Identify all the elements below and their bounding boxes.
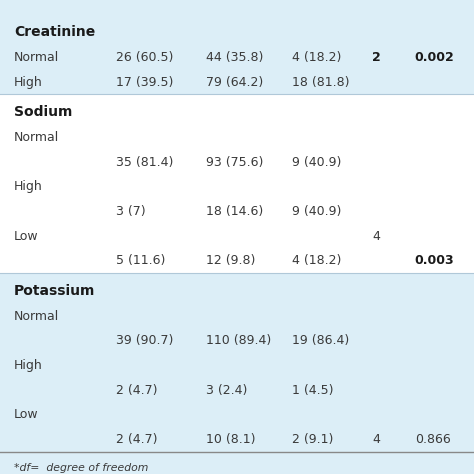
Text: 4: 4 [372, 433, 380, 446]
Text: 12 (9.8): 12 (9.8) [206, 254, 255, 267]
Text: High: High [14, 359, 43, 372]
Text: 2: 2 [372, 51, 381, 64]
Text: 9 (40.9): 9 (40.9) [292, 155, 341, 169]
Text: 2 (4.7): 2 (4.7) [116, 433, 158, 446]
Text: 18 (14.6): 18 (14.6) [206, 205, 264, 218]
Text: 0.002: 0.002 [415, 51, 455, 64]
Text: 5 (11.6): 5 (11.6) [116, 254, 165, 267]
Text: *df=  degree of freedom: *df= degree of freedom [14, 463, 148, 474]
Text: 110 (89.4): 110 (89.4) [206, 334, 272, 347]
Text: Creatinine: Creatinine [14, 25, 95, 39]
Text: 79 (64.2): 79 (64.2) [206, 75, 264, 89]
Text: Potassium: Potassium [14, 284, 96, 298]
Text: Normal: Normal [14, 51, 59, 64]
Text: Low: Low [14, 229, 39, 243]
Text: 19 (86.4): 19 (86.4) [292, 334, 349, 347]
Text: 1 (4.5): 1 (4.5) [292, 383, 333, 397]
Text: 93 (75.6): 93 (75.6) [206, 155, 264, 169]
Text: 17 (39.5): 17 (39.5) [116, 75, 173, 89]
Text: High: High [14, 180, 43, 193]
Text: 9 (40.9): 9 (40.9) [292, 205, 341, 218]
Text: High: High [14, 75, 43, 89]
Text: 3 (7): 3 (7) [116, 205, 146, 218]
Text: Sodium: Sodium [14, 105, 73, 119]
Text: Normal: Normal [14, 310, 59, 323]
Text: 39 (90.7): 39 (90.7) [116, 334, 173, 347]
Text: Normal: Normal [14, 131, 59, 144]
Text: 18 (81.8): 18 (81.8) [292, 75, 349, 89]
Text: 4 (18.2): 4 (18.2) [292, 51, 341, 64]
Text: 0.003: 0.003 [415, 254, 455, 267]
Text: 44 (35.8): 44 (35.8) [206, 51, 264, 64]
Text: 26 (60.5): 26 (60.5) [116, 51, 173, 64]
Text: 35 (81.4): 35 (81.4) [116, 155, 173, 169]
Text: 2 (4.7): 2 (4.7) [116, 383, 158, 397]
Text: 0.866: 0.866 [415, 433, 450, 446]
Text: 3 (2.4): 3 (2.4) [206, 383, 247, 397]
Bar [0, 14, 474, 94]
Text: 4: 4 [372, 229, 380, 243]
Bar [0, 94, 474, 273]
Text: Low: Low [14, 408, 39, 421]
Bar [0, 273, 474, 452]
Text: 2 (9.1): 2 (9.1) [292, 433, 333, 446]
Text: 10 (8.1): 10 (8.1) [206, 433, 255, 446]
Text: 4 (18.2): 4 (18.2) [292, 254, 341, 267]
